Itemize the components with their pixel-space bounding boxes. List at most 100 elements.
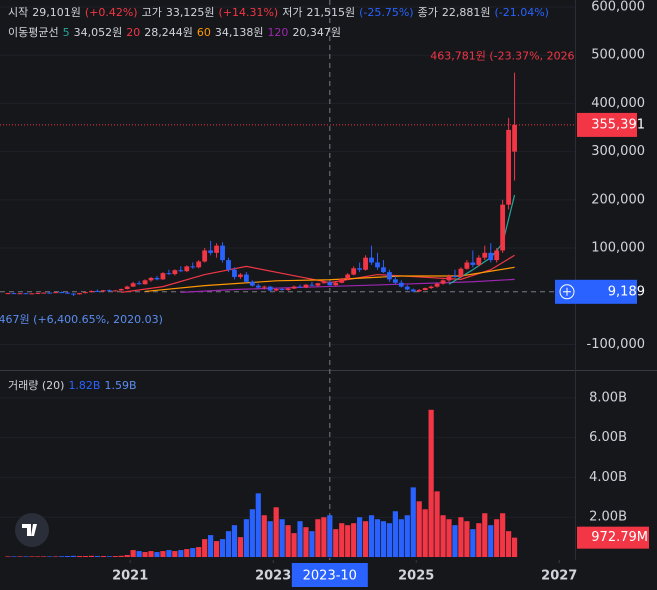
volume-bar — [249, 509, 255, 558]
volume-bar — [398, 519, 404, 558]
volume-bar — [100, 556, 106, 558]
volume-bar — [202, 539, 208, 558]
header-change: (+0.42%) — [84, 5, 138, 19]
y-tick-label: 4.00B — [589, 470, 627, 485]
candle-body — [243, 274, 249, 282]
volume-bar — [136, 551, 142, 558]
candle-body — [488, 252, 494, 261]
header-change: (-25.75%) — [359, 5, 414, 19]
candle-body — [77, 293, 82, 295]
volume-bar — [267, 521, 273, 558]
header-label: 시작 — [8, 6, 29, 19]
volume-bar — [333, 529, 339, 558]
volume-bar — [374, 519, 381, 558]
candle-body — [428, 286, 434, 289]
header-value: 29,101원 — [32, 6, 81, 19]
candle-body — [238, 274, 243, 277]
ma-value: 20,347원 — [292, 26, 342, 39]
candle-body — [315, 283, 321, 286]
volume-bar — [303, 527, 309, 558]
volume-bar — [506, 531, 512, 558]
candle-body — [178, 270, 184, 272]
add-button[interactable] — [559, 284, 575, 300]
volume-bar — [285, 525, 291, 558]
candle-body — [482, 252, 488, 258]
volume-bar — [231, 525, 238, 558]
candle-body — [309, 284, 315, 286]
candle-body — [29, 293, 35, 295]
candle-body — [446, 275, 452, 281]
volume-bar — [41, 556, 47, 558]
volume-bar — [470, 529, 476, 558]
volume-bar — [261, 515, 267, 558]
ma-period: 5 — [62, 25, 70, 39]
candle-body — [267, 286, 273, 291]
ohlc-header: 시작 29,101원 (+0.42%) 고가 33,125원 (+14.31%) 저가 21,… — [8, 4, 549, 20]
candle-body — [345, 274, 351, 279]
volume-bar — [178, 550, 184, 558]
volume-bar — [154, 552, 160, 558]
header-value: 22,881원 — [441, 6, 491, 19]
volume-bar — [23, 556, 29, 558]
candle-body — [285, 288, 291, 290]
x-tick-label: 2025 — [398, 569, 434, 584]
volume-bar — [29, 556, 35, 558]
logo-mark — [22, 524, 37, 536]
candle-body — [226, 260, 231, 270]
candle-body — [357, 268, 363, 270]
volume-bar — [309, 531, 315, 558]
volume-bar — [243, 519, 249, 558]
candle-body — [476, 257, 482, 265]
volume-bar — [410, 487, 416, 558]
volume-bar — [190, 548, 196, 558]
volume-bar — [464, 521, 470, 558]
volume-bar — [500, 513, 506, 558]
volume-bar — [339, 523, 345, 558]
high-note: 463,781원 (-23.37%, 2026 — [430, 50, 574, 63]
candle-body — [452, 275, 458, 277]
header-value: 21,515원 — [306, 6, 356, 19]
volume-bar — [422, 509, 428, 558]
candle-body — [136, 283, 142, 285]
volume-bar — [452, 525, 458, 558]
ma-value: 28,244원 — [144, 26, 193, 39]
volume-bar — [82, 556, 89, 558]
candle-body — [416, 289, 422, 292]
x-tick-label: 2023 — [255, 569, 291, 584]
header-change: (-21.04%) — [494, 5, 549, 19]
candle-body — [106, 290, 112, 292]
ma-value: 34,138원 — [214, 26, 264, 39]
candle-body — [142, 280, 148, 285]
candle-body — [440, 280, 446, 284]
volume-bar — [362, 521, 369, 558]
header-value: 33,125원 — [165, 6, 215, 19]
volume-bar — [327, 515, 333, 558]
x-tick-label: 2027 — [541, 569, 577, 584]
y-tick-label: 2.00B — [589, 510, 627, 525]
candle-body — [255, 285, 261, 288]
volume-bar — [446, 519, 452, 558]
y-tick-label: 300,000 — [591, 144, 645, 159]
volume-bar — [416, 501, 422, 558]
volume-bar — [225, 531, 232, 558]
candle-body — [112, 290, 118, 292]
volume-bar — [124, 555, 130, 558]
volume-bar — [88, 555, 95, 558]
candle-body — [166, 273, 172, 275]
header-change: (+14.31%) — [218, 5, 279, 19]
volume-bar — [53, 556, 59, 558]
candle-body — [297, 286, 303, 288]
candle-body — [53, 292, 59, 294]
candle-body — [333, 282, 339, 286]
volume-bar — [76, 556, 83, 558]
volume-bar — [511, 537, 518, 558]
candle-body — [381, 267, 386, 273]
candle-body — [470, 262, 476, 265]
crosshair-x-box — [291, 563, 368, 587]
candle-body — [202, 250, 208, 262]
volume-bar — [368, 515, 375, 558]
candle-body — [512, 124, 517, 152]
volume-bar — [17, 556, 23, 558]
volume-bar — [196, 547, 202, 558]
volume-bar — [5, 556, 11, 558]
